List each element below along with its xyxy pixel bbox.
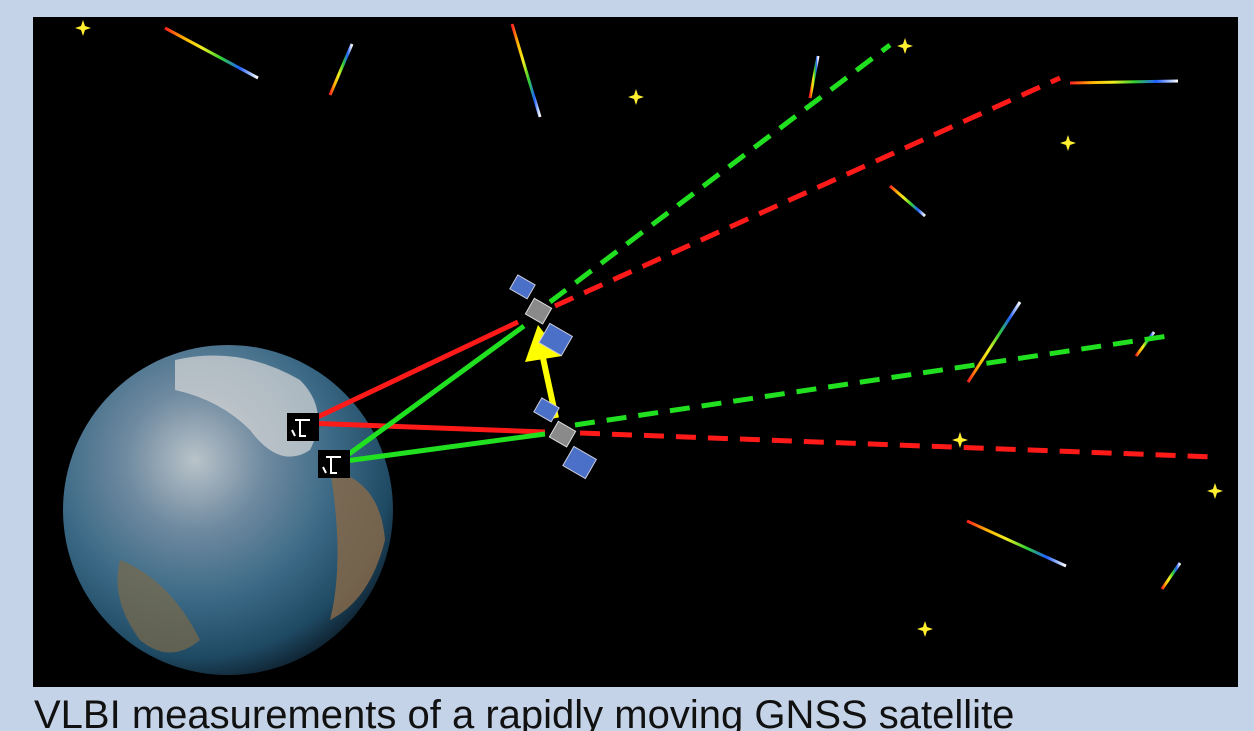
earth-land [117, 560, 200, 653]
caption: VLBI measurements of a rapidly moving GN… [34, 693, 1014, 731]
rainbow-streaks [164, 23, 1182, 590]
baselines [303, 319, 546, 465]
antennas [287, 413, 350, 478]
earth-ice [175, 355, 318, 457]
earth-land [330, 470, 385, 620]
signal-paths [548, 43, 1216, 460]
